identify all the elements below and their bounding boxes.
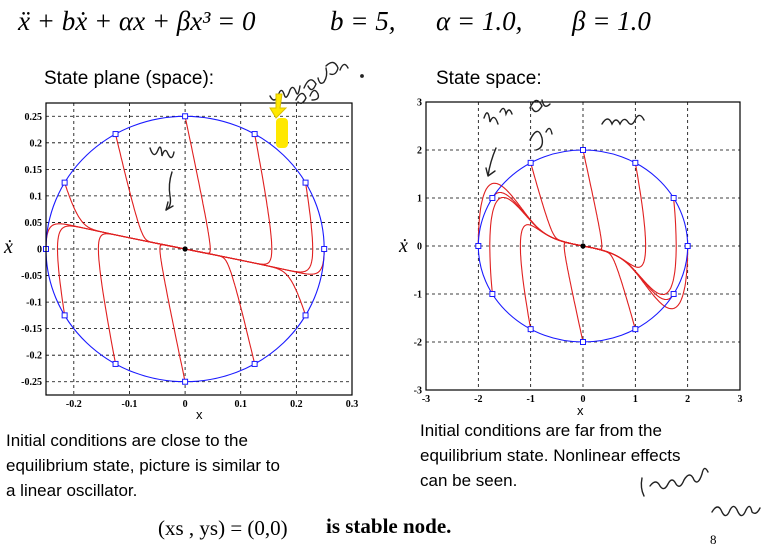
handwriting-line	[149, 146, 175, 211]
left-start-point	[182, 113, 189, 120]
equation-main: ẍ + bẋ + αx + βx³ = 0	[18, 6, 256, 36]
right-caption-line-2: equilibrium state. Nonlinear effects	[420, 446, 681, 465]
left-trajectory	[114, 133, 183, 250]
right-caption-line-1: Initial conditions are far from the	[420, 421, 662, 440]
right-plot-frame	[425, 101, 741, 391]
right-y-tick-label: -2	[414, 338, 422, 349]
right-start-point	[670, 291, 677, 297]
left-x-axis-label: x	[196, 407, 203, 422]
left-y-tick-label: 0.15	[25, 165, 43, 176]
left-x-tick-label: 0.3	[346, 399, 359, 410]
right-start-point	[632, 159, 639, 166]
right-x-tick-label: 3	[738, 394, 743, 405]
right-start-point	[527, 326, 534, 333]
left-plot-frame	[45, 102, 353, 396]
right-y-axis-label: ẋ	[398, 235, 408, 257]
right-x-tick-label: -3	[422, 394, 430, 405]
left-y-tick-label: 0.05	[25, 218, 43, 229]
page-number: 8	[710, 532, 717, 547]
left-y-tick-label: 0.2	[30, 138, 43, 149]
left-start-point	[182, 378, 189, 385]
right-x-axis-label: x	[577, 403, 584, 418]
left-caption-line-2: equilibrium state, picture is similar to	[6, 456, 280, 475]
right-start-point	[684, 243, 691, 249]
right-phase-plot: -3 -2 -1 0 1 2 3 3 2 1 0 -1 -2 -3 x ẋ	[398, 98, 743, 419]
right-plot-title: State space:	[436, 68, 542, 89]
left-start-point	[112, 131, 119, 138]
right-caption-line-3: can be seen.	[420, 471, 518, 490]
left-y-tick-label: 0.25	[25, 112, 43, 123]
right-x-tick-label: 0	[581, 394, 586, 405]
right-start-point	[580, 147, 586, 153]
left-start-point	[251, 131, 258, 138]
left-start-point	[321, 246, 328, 252]
right-y-tick-label: 3	[417, 98, 422, 109]
left-start-point	[251, 360, 258, 367]
left-start-point	[61, 312, 68, 319]
left-x-tick-label: -0.1	[122, 399, 138, 410]
right-x-tick-label: 1	[633, 394, 638, 405]
right-caption: Initial conditions are far from the equi…	[420, 418, 760, 493]
left-y-tick-label: -0.25	[21, 377, 42, 388]
left-x-tick-label: 0.2	[290, 399, 303, 410]
left-plot-title: State plane (space):	[44, 68, 215, 89]
left-y-tick-label: -0.15	[21, 324, 42, 335]
left-y-tick-label: -0.05	[21, 271, 42, 282]
highlight-mark	[276, 118, 288, 148]
bottom-text: is stable node.	[326, 514, 452, 538]
left-x-tick-label: 0	[183, 399, 188, 410]
left-equilibrium-point	[182, 246, 188, 252]
right-trajectory	[584, 245, 636, 330]
right-trajectory	[530, 162, 582, 247]
left-y-tick-label: -0.2	[26, 351, 42, 362]
right-equilibrium-point	[580, 243, 586, 249]
right-start-point	[475, 243, 482, 249]
right-start-point	[670, 195, 677, 201]
handwriting-very-close	[269, 61, 364, 105]
right-x-tick-label: -2	[474, 394, 482, 405]
equation-beta: β = 1.0	[572, 6, 651, 36]
left-phase-plot: -0.2 -0.1 0 0.1 0.2 0.3 0.25 0.2 0.15 0.1 0.05 0 -0.…	[3, 102, 359, 422]
left-start-point	[112, 360, 119, 367]
right-start-point	[489, 195, 496, 201]
left-y-tick-label: -0.1	[26, 298, 42, 309]
right-x-tick-label: -1	[526, 394, 534, 405]
handwriting-curves	[483, 99, 645, 177]
left-y-tick-label: 0	[37, 245, 42, 256]
right-y-tick-label: 1	[417, 194, 422, 205]
equation-alpha: α = 1.0,	[436, 6, 523, 36]
right-start-point	[527, 159, 534, 166]
left-start-point	[61, 179, 68, 186]
left-caption-line-3: a linear oscillator.	[6, 481, 138, 500]
left-caption: Initial conditions are close to the equi…	[6, 428, 366, 503]
right-y-tick-label: 0	[417, 242, 422, 253]
left-y-axis-label: ẋ	[3, 236, 13, 258]
left-y-tick-label: 0.1	[30, 191, 43, 202]
left-start-point	[302, 179, 309, 186]
right-start-point	[632, 326, 639, 333]
left-trajectory	[187, 248, 256, 365]
right-start-point	[489, 291, 496, 297]
left-start-point	[302, 312, 309, 319]
left-x-tick-label: 0.1	[234, 399, 247, 410]
equation-b: b = 5,	[330, 6, 396, 36]
right-x-tick-label: 2	[685, 394, 690, 405]
bottom-formula: (xs , ys) = (0,0)	[158, 516, 288, 540]
handwriting-increase	[640, 467, 761, 517]
right-y-tick-label: -1	[414, 290, 422, 301]
left-x-tick-label: -0.2	[66, 399, 82, 410]
right-y-tick-label: -3	[414, 386, 422, 397]
highlight-arrow	[269, 93, 288, 119]
left-caption-line-1: Initial conditions are close to the	[6, 431, 248, 450]
right-y-tick-label: 2	[417, 146, 422, 157]
right-start-point	[580, 339, 586, 345]
